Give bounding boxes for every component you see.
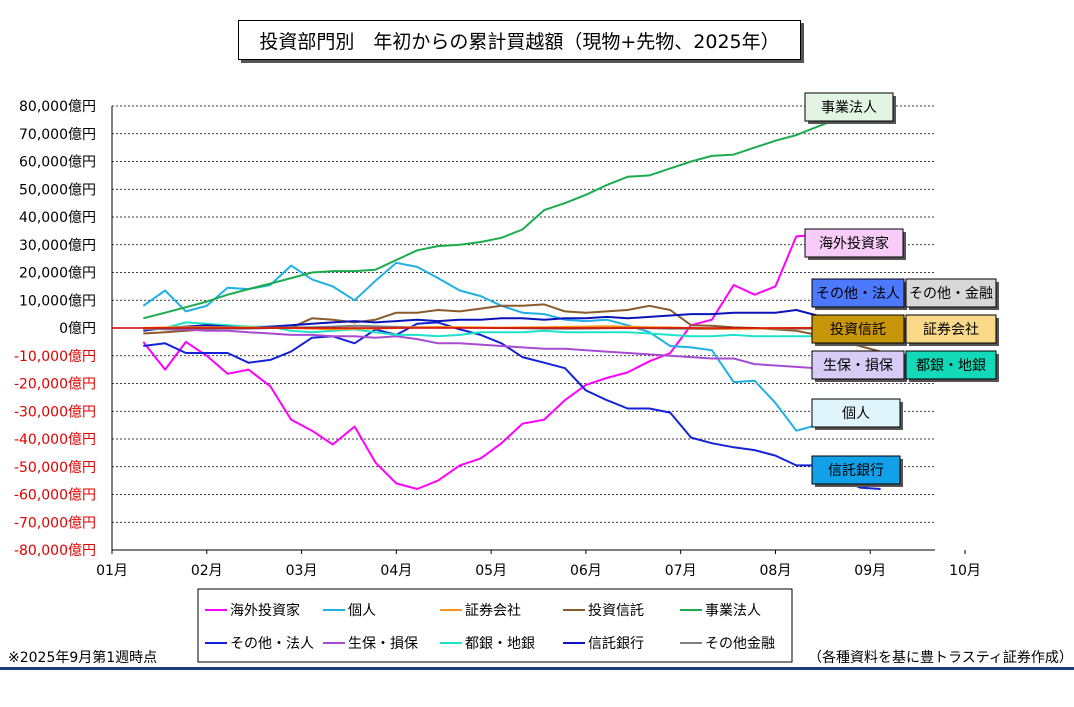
callout-label: 事業法人	[821, 100, 877, 116]
callout-box	[811, 398, 901, 428]
callout-box	[905, 278, 997, 308]
y-tick-label: 20,000億円	[19, 266, 96, 282]
y-tick-label: 40,000億円	[19, 210, 96, 226]
callout-label: 証券会社	[923, 322, 979, 338]
callout-box	[804, 92, 894, 122]
chart-title: 投資部門別 年初からの累計買越額（現物+先物、2025年）	[238, 20, 801, 60]
y-tick-label: 50,000億円	[19, 182, 96, 198]
bottom-rule	[0, 667, 1074, 670]
y-tick-label: -10,000億円	[14, 349, 96, 365]
legend-box	[197, 588, 793, 663]
callout-label: 投資信託	[830, 322, 886, 338]
x-tick-label: 08月	[760, 563, 792, 579]
legend-label: 都銀・地銀	[465, 636, 535, 652]
series-line-0	[142, 234, 881, 490]
x-tick-label: 10月	[949, 563, 981, 579]
y-tick-label: -40,000億円	[14, 432, 96, 448]
callout-box	[811, 350, 905, 380]
series-line-6	[143, 327, 881, 374]
x-tick-label: 03月	[286, 563, 318, 579]
callout-label: 都銀・地銀	[916, 358, 986, 374]
x-tick-label: 01月	[96, 563, 128, 579]
y-tick-label: 30,000億円	[19, 238, 96, 254]
callout-label: 生保・損保	[823, 358, 893, 374]
x-tick-label: 05月	[475, 563, 507, 579]
series-line-7	[143, 321, 881, 339]
y-tick-label: -50,000億円	[14, 460, 96, 476]
callout-label: その他・法人	[816, 286, 900, 302]
y-tick-label: -20,000億円	[14, 377, 96, 393]
x-tick-label: 07月	[665, 563, 697, 579]
callout-box	[905, 350, 997, 380]
callout-box	[811, 278, 905, 308]
legend-label: 海外投資家	[230, 602, 300, 619]
legend-label: 投資信託	[588, 603, 644, 619]
x-tick-label: 04月	[380, 563, 412, 579]
legend-label: 証券会社	[465, 603, 521, 619]
y-tick-label: -60,000億円	[14, 488, 96, 504]
callout-box	[811, 455, 901, 485]
y-tick-label: -70,000億円	[14, 515, 96, 531]
legend-label: 信託銀行	[588, 636, 644, 652]
callout-label: 信託銀行	[828, 463, 884, 479]
callout-box	[905, 314, 997, 344]
x-tick-label: 06月	[570, 563, 602, 579]
callout-label: その他・金融	[909, 286, 993, 302]
y-tick-label: 70,000億円	[19, 127, 96, 143]
legend-label: その他・法人	[230, 636, 314, 652]
callout-label: 海外投資家	[819, 235, 889, 252]
y-tick-label: -30,000億円	[14, 404, 96, 420]
legend-label: その他金融	[705, 636, 775, 652]
y-tick-label: 80,000億円	[19, 99, 96, 115]
series-line-5	[143, 321, 881, 490]
y-tick-label: 0億円	[59, 321, 96, 337]
x-tick-label: 09月	[854, 563, 886, 579]
series-line-1	[142, 261, 881, 432]
legend-label: 生保・損保	[348, 636, 418, 652]
legend-label: 個人	[348, 603, 376, 619]
source-note: （各種資料を基に豊トラスティ証券作成）	[808, 650, 1073, 666]
series-line-4	[143, 105, 881, 320]
callout-label: 個人	[842, 406, 870, 422]
x-tick-label: 02月	[191, 563, 223, 579]
legend-label: 事業法人	[705, 603, 761, 619]
callout-box	[804, 228, 904, 258]
y-tick-label: 10,000億円	[19, 293, 96, 309]
y-tick-label: 60,000億円	[19, 155, 96, 171]
callout-box	[811, 314, 905, 344]
footnote-date: ※2025年9月第1週時点	[8, 650, 158, 666]
y-tick-label: -80,000億円	[14, 543, 96, 559]
